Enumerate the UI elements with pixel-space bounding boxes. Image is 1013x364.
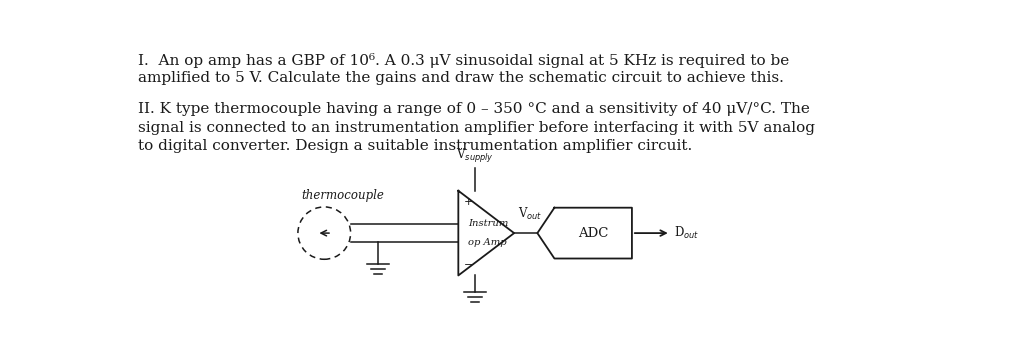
Text: V$_{out}$: V$_{out}$ bbox=[518, 206, 542, 222]
Text: I.  An op amp has a GBP of 10⁶. A 0.3 μV sinusoidal signal at 5 KHz is required : I. An op amp has a GBP of 10⁶. A 0.3 μV … bbox=[138, 53, 789, 68]
Text: +: + bbox=[464, 197, 473, 206]
Text: amplified to 5 V. Calculate the gains and draw the schematic circuit to achieve : amplified to 5 V. Calculate the gains an… bbox=[138, 71, 784, 86]
Text: to digital converter. Design a suitable instrumentation amplifier circuit.: to digital converter. Design a suitable … bbox=[138, 139, 693, 153]
Text: II. K type thermocouple having a range of 0 – 350 °C and a sensitivity of 40 μV/: II. K type thermocouple having a range o… bbox=[138, 102, 810, 116]
Text: D$_{out}$: D$_{out}$ bbox=[674, 225, 699, 241]
Text: −: − bbox=[464, 260, 473, 270]
Text: V$_{supply}$: V$_{supply}$ bbox=[456, 147, 494, 165]
Text: Instrum: Instrum bbox=[468, 219, 509, 228]
Text: signal is connected to an instrumentation amplifier before interfacing it with 5: signal is connected to an instrumentatio… bbox=[138, 121, 815, 135]
Text: ADC: ADC bbox=[578, 227, 609, 240]
Text: op Amp: op Amp bbox=[468, 238, 508, 248]
Text: thermocouple: thermocouple bbox=[302, 189, 385, 202]
